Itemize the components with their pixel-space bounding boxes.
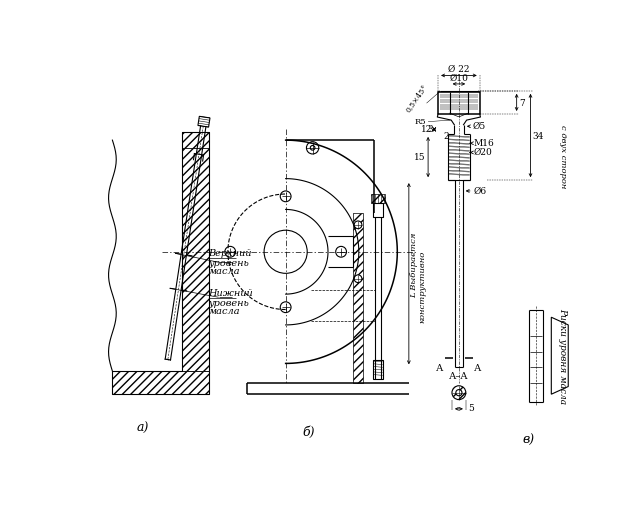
Text: 34: 34	[533, 132, 544, 141]
Text: масла: масла	[209, 267, 240, 276]
Bar	[373, 360, 383, 379]
Text: уровень: уровень	[209, 259, 250, 268]
Bar	[353, 213, 364, 383]
Circle shape	[354, 221, 362, 229]
Text: А–А: А–А	[449, 372, 468, 381]
Text: А: А	[474, 364, 482, 373]
Text: Ø20: Ø20	[474, 148, 492, 157]
Text: б): б)	[303, 426, 315, 439]
Circle shape	[280, 302, 291, 312]
Text: Нижний: Нижний	[209, 289, 253, 298]
Circle shape	[307, 141, 319, 154]
Circle shape	[354, 275, 362, 282]
Text: 2: 2	[444, 132, 449, 141]
Circle shape	[280, 191, 291, 201]
Text: Верхний: Верхний	[209, 249, 252, 258]
Text: Ø10: Ø10	[449, 74, 468, 83]
Text: 7: 7	[519, 99, 525, 108]
Text: с двух сторон: с двух сторон	[559, 125, 567, 188]
Polygon shape	[198, 116, 210, 127]
Text: масла: масла	[209, 307, 240, 317]
Circle shape	[456, 390, 462, 396]
Bar	[182, 133, 209, 371]
Text: R5: R5	[415, 118, 427, 126]
Circle shape	[336, 246, 346, 257]
Text: уровень: уровень	[209, 299, 250, 308]
Text: А: А	[436, 364, 444, 373]
Bar	[438, 93, 480, 114]
Circle shape	[310, 146, 315, 150]
Text: конструктивно: конструктивно	[419, 251, 427, 323]
Text: Ø6: Ø6	[474, 186, 486, 196]
Bar	[182, 133, 209, 148]
Text: L Выбирается: L Выбирается	[410, 233, 419, 298]
Text: в): в)	[522, 434, 534, 447]
Text: 0,5×45°: 0,5×45°	[404, 83, 429, 114]
Circle shape	[225, 246, 236, 257]
Circle shape	[264, 230, 307, 274]
Text: 12: 12	[421, 125, 433, 134]
Text: 3: 3	[427, 125, 433, 134]
Polygon shape	[551, 317, 568, 394]
Circle shape	[452, 386, 466, 400]
Bar	[113, 371, 209, 394]
Text: Ø5: Ø5	[473, 122, 486, 131]
Text: Риски уровня масла: Риски уровня масла	[558, 308, 567, 404]
Text: Ø 22: Ø 22	[448, 65, 470, 74]
Text: 5: 5	[468, 404, 474, 413]
Bar	[373, 203, 383, 217]
Text: М16: М16	[474, 139, 494, 148]
Text: 15: 15	[414, 153, 426, 161]
Bar	[371, 194, 385, 203]
Text: а): а)	[137, 422, 149, 436]
